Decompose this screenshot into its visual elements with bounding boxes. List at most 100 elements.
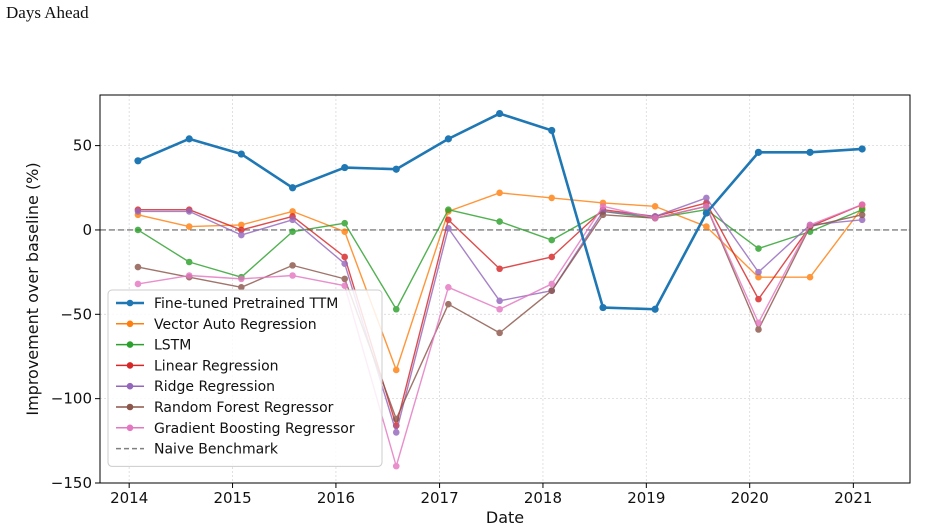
data-point: [651, 305, 659, 313]
legend: Fine-tuned Pretrained TTM Vector Auto Reg…: [107, 289, 383, 467]
y-tick-label: −100: [51, 390, 92, 408]
data-point: [496, 329, 503, 337]
data-point: [806, 273, 814, 281]
data-point: [548, 126, 556, 135]
data-point: [289, 216, 296, 224]
data-point: [496, 265, 503, 273]
data-point: [599, 203, 607, 210]
data-point: [703, 223, 710, 230]
data-point: [289, 208, 296, 215]
data-point: [392, 429, 400, 436]
data-point: [341, 260, 348, 267]
data-point: [806, 221, 814, 229]
x-tick-label: 2016: [317, 489, 355, 507]
series-lstm: [134, 206, 866, 313]
legend-label: Vector Auto Regression: [154, 317, 317, 333]
x-tick-label: 2021: [834, 489, 872, 507]
data-point: [858, 201, 866, 208]
data-point: [599, 211, 607, 219]
data-point: [341, 228, 348, 235]
legend-label: Random Forest Regressor: [154, 400, 334, 416]
data-point: [238, 284, 245, 291]
legend-marker: [126, 299, 134, 307]
x-tick-label: 2015: [213, 489, 251, 507]
data-point: [755, 326, 762, 333]
data-point: [496, 109, 504, 118]
data-point: [858, 145, 866, 153]
data-point: [548, 253, 556, 261]
legend-marker: [126, 424, 134, 432]
data-point: [185, 208, 193, 215]
y-tick-label: 0: [82, 221, 92, 239]
y-axis-label: Improvement over baseline (%): [23, 162, 42, 415]
legend-marker: [126, 362, 134, 369]
legend-item: LSTM: [116, 338, 191, 354]
data-point: [858, 211, 866, 219]
data-point: [288, 184, 297, 192]
data-point: [496, 189, 503, 197]
legend-item: Linear Regression: [116, 358, 279, 374]
x-tick-label: 2020: [731, 489, 769, 507]
data-point: [496, 305, 503, 313]
legend-label: Gradient Boosting Regressor: [154, 421, 355, 437]
legend-marker: [126, 320, 134, 328]
legend-marker: [126, 382, 134, 390]
legend-item: Fine-tuned Pretrained TTM: [116, 296, 338, 312]
x-axis-ticks: 2014 2015 2016 2017 2018 2019 2020 2021: [110, 483, 872, 507]
data-point: [392, 165, 400, 173]
y-axis-ticks: 50 0 −50 −100 −150: [51, 137, 100, 492]
legend-label: Fine-tuned Pretrained TTM: [154, 296, 338, 312]
data-point: [755, 273, 762, 281]
legend-label: Naive Benchmark: [154, 442, 279, 458]
series-line: [137, 112, 863, 311]
x-tick-label: 2019: [627, 489, 665, 507]
data-point: [185, 135, 193, 143]
data-point: [599, 303, 607, 312]
data-point: [134, 208, 142, 215]
data-point: [755, 319, 762, 327]
y-tick-label: 50: [73, 137, 92, 155]
data-point: [341, 282, 348, 289]
x-axis-label: Date: [486, 508, 524, 527]
data-point: [238, 231, 245, 239]
data-point: [185, 223, 193, 230]
plot-frame: [99, 94, 911, 484]
legend-marker: [126, 403, 134, 411]
data-point: [341, 253, 348, 261]
data-point: [548, 194, 556, 202]
data-point: [392, 305, 400, 313]
y-tick-label: −150: [51, 474, 92, 492]
data-point: [548, 280, 556, 288]
data-point: [289, 228, 296, 235]
data-point: [238, 226, 245, 234]
data-point: [134, 226, 142, 234]
legend-label: Ridge Regression: [154, 379, 275, 395]
data-point: [755, 295, 762, 303]
series-layer: [134, 109, 866, 470]
legend-label: LSTM: [154, 338, 191, 354]
data-point: [651, 203, 659, 210]
x-tick-label: 2014: [110, 489, 148, 507]
data-point: [238, 221, 245, 229]
data-point: [341, 163, 349, 172]
data-point: [754, 148, 763, 156]
data-point: [496, 218, 503, 225]
data-point: [755, 245, 762, 252]
data-point: [238, 275, 245, 283]
y-tick-label: −50: [60, 305, 92, 323]
legend-item: Vector Auto Regression: [116, 317, 317, 333]
data-point: [392, 366, 400, 374]
data-point: [392, 415, 400, 423]
data-point: [341, 219, 348, 227]
data-point: [444, 135, 452, 143]
data-point: [806, 148, 814, 156]
data-point: [185, 272, 193, 279]
legend-item: Naive Benchmark: [116, 442, 279, 458]
data-point: [548, 236, 556, 244]
data-point: [445, 300, 452, 308]
data-point: [445, 284, 452, 291]
data-point: [445, 206, 452, 214]
x-tick-label: 2017: [420, 489, 458, 507]
figure-caption: Days Ahead: [6, 3, 89, 22]
